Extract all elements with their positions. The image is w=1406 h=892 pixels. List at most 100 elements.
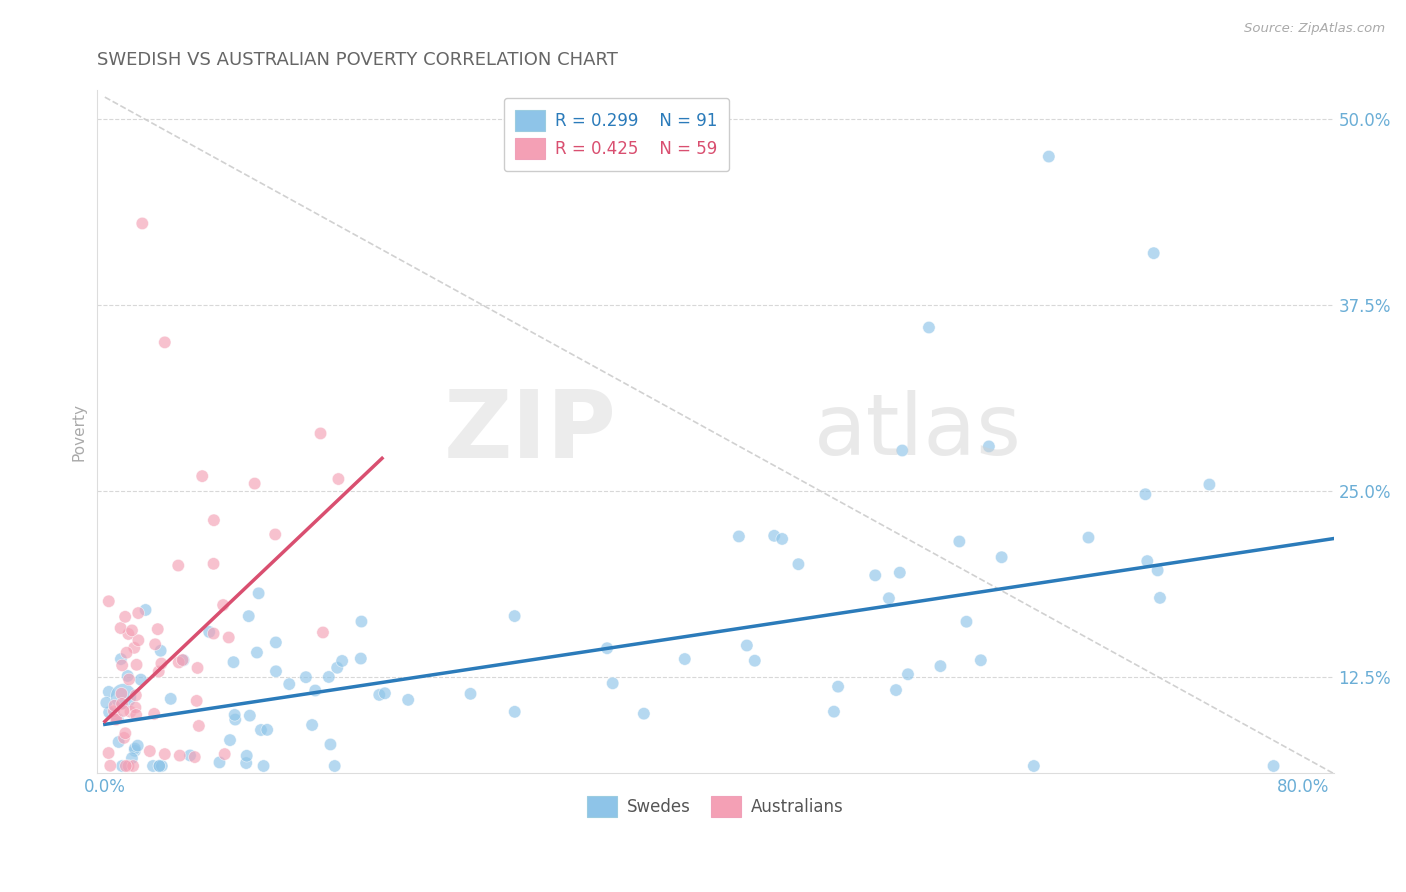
Point — [125, 707, 148, 722]
Point — [350, 651, 373, 665]
Point — [865, 568, 887, 582]
Point — [184, 750, 207, 764]
Point — [323, 759, 346, 773]
Point — [633, 706, 655, 721]
Point — [117, 759, 139, 773]
Point — [239, 708, 262, 723]
Point — [111, 759, 134, 773]
Point — [125, 689, 148, 703]
Y-axis label: Poverty: Poverty — [72, 402, 86, 460]
Point — [278, 677, 301, 691]
Point — [673, 652, 696, 666]
Point — [929, 659, 952, 673]
Point — [877, 591, 900, 606]
Point — [167, 656, 190, 670]
Point — [143, 706, 166, 721]
Point — [150, 759, 173, 773]
Point — [112, 731, 135, 745]
Point — [970, 653, 993, 667]
Point — [1022, 759, 1045, 773]
Point — [111, 697, 134, 711]
Point — [179, 748, 201, 763]
Point — [1135, 487, 1157, 501]
Point — [149, 644, 172, 658]
Point — [238, 609, 260, 624]
Point — [169, 748, 191, 763]
Point — [202, 513, 225, 527]
Point — [114, 759, 136, 773]
Point — [103, 698, 125, 713]
Point — [787, 558, 810, 572]
Point — [118, 673, 141, 687]
Point — [1263, 759, 1285, 773]
Point — [897, 667, 920, 681]
Point — [129, 673, 152, 687]
Point — [114, 609, 136, 624]
Point — [301, 718, 323, 732]
Point — [124, 741, 146, 756]
Point — [1146, 563, 1168, 577]
Point — [250, 723, 273, 737]
Point — [222, 655, 245, 669]
Point — [918, 320, 941, 334]
Point — [117, 627, 139, 641]
Point — [889, 566, 911, 580]
Point — [235, 748, 257, 763]
Point — [326, 661, 349, 675]
Point — [167, 558, 190, 573]
Point — [107, 735, 129, 749]
Point — [105, 712, 128, 726]
Point — [503, 609, 526, 624]
Point — [148, 665, 170, 679]
Point — [823, 705, 845, 719]
Point — [97, 746, 120, 760]
Text: ZIP: ZIP — [444, 385, 617, 477]
Point — [198, 624, 221, 639]
Point — [103, 704, 125, 718]
Point — [219, 733, 242, 747]
Point — [235, 756, 257, 770]
Point — [153, 747, 176, 761]
Point — [1149, 591, 1171, 605]
Point — [186, 661, 208, 675]
Point — [208, 756, 231, 770]
Point — [191, 469, 214, 483]
Point — [264, 665, 287, 679]
Point — [187, 719, 209, 733]
Point — [990, 550, 1012, 565]
Point — [150, 657, 173, 671]
Point — [110, 687, 132, 701]
Point — [111, 689, 134, 703]
Point — [252, 759, 274, 773]
Point — [107, 712, 129, 726]
Point — [121, 624, 143, 638]
Point — [124, 700, 146, 714]
Point — [246, 646, 269, 660]
Point — [97, 685, 120, 699]
Point — [318, 670, 340, 684]
Point — [264, 527, 287, 541]
Point — [127, 633, 149, 648]
Point — [1136, 554, 1159, 568]
Point — [948, 534, 970, 549]
Point — [97, 594, 120, 608]
Point — [728, 529, 751, 543]
Point — [1143, 246, 1166, 260]
Point — [148, 759, 170, 773]
Text: atlas: atlas — [814, 390, 1022, 473]
Point — [142, 759, 165, 773]
Point — [224, 707, 246, 722]
Point — [121, 751, 143, 765]
Point — [111, 658, 134, 673]
Point — [396, 693, 419, 707]
Point — [503, 705, 526, 719]
Point — [143, 637, 166, 651]
Point — [212, 598, 235, 612]
Point — [114, 726, 136, 740]
Point — [98, 706, 121, 720]
Point — [827, 680, 849, 694]
Point — [243, 476, 266, 491]
Point — [312, 625, 335, 640]
Point — [596, 641, 619, 656]
Point — [295, 670, 318, 684]
